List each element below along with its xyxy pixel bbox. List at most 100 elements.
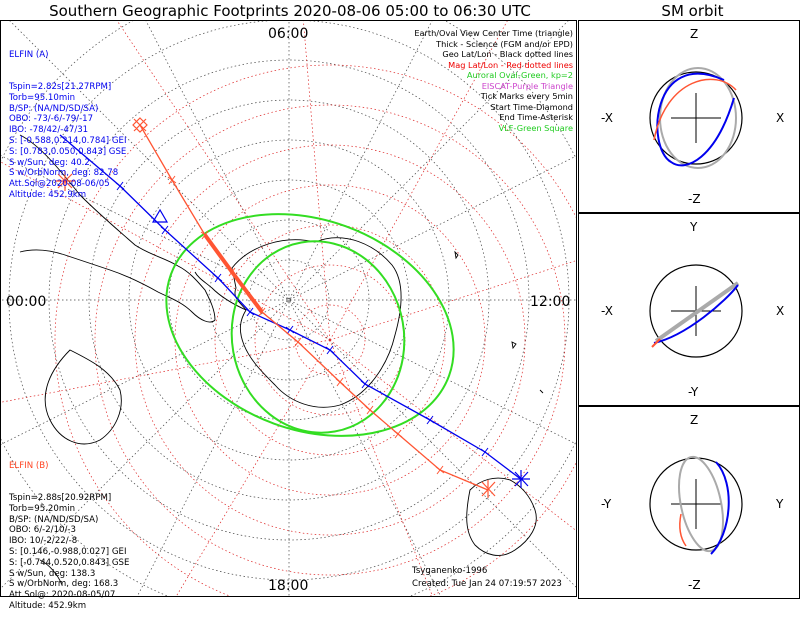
elfin-a-name: ELFIN (A) bbox=[9, 49, 49, 60]
elfin-a-line: Altitude: 452.9km bbox=[9, 189, 87, 200]
sm-axis-label-left: -X bbox=[601, 304, 613, 318]
sm-axis-label-bottom: -Z bbox=[688, 578, 701, 592]
elfin-b-start-diamond bbox=[132, 117, 148, 133]
elfin-b-line: Tspin=2.88s[20.92RPM] bbox=[9, 492, 112, 503]
elfin-b-line: Altitude: 452.9km bbox=[9, 600, 87, 611]
legend-entry: Thick - Science (FGM and/or EPD) bbox=[436, 38, 573, 49]
sm-panel-3: Z -Z -Y Y bbox=[578, 406, 800, 599]
sm-panel-1: Z -Z -X X bbox=[578, 20, 800, 213]
elfin-a-line: Torb=95.10min bbox=[9, 92, 76, 103]
elfin-b-line: Torb=95.20min bbox=[9, 503, 76, 514]
elfin-b-name: ELFIN (B) bbox=[9, 460, 49, 471]
elfin-b-line: IBO: 10/-2/22/-8 bbox=[9, 536, 78, 547]
sm-axis-label-top: Z bbox=[690, 413, 698, 427]
legend-entry: Geo Lat/Lon - Black dotted lines bbox=[442, 49, 573, 59]
elfin-b-line: S: [0.146,-0.988,0.027] GEI bbox=[9, 546, 127, 557]
earth-circle bbox=[649, 264, 743, 358]
legend-entry: Mag Lat/Lon - Red dotted lines bbox=[448, 59, 573, 70]
auroral-oval bbox=[165, 213, 455, 437]
elfin-b-line: B/SP: (NA/ND/SD/SA) bbox=[9, 514, 99, 525]
africa-outline bbox=[466, 477, 537, 556]
elfin-b-line: S w/Sun, deg: 138.3 bbox=[9, 568, 96, 579]
sm-axis-label-bottom: -Z bbox=[688, 192, 701, 206]
elfin-b-tick bbox=[435, 465, 445, 475]
elfin-a-tick bbox=[425, 415, 435, 425]
elfin-a-line: Att.Sol@2020-08-06/05 bbox=[9, 179, 110, 190]
legend-entry: End Time-Asterisk bbox=[499, 112, 573, 122]
elfin-b-tick bbox=[393, 429, 403, 439]
nz-outline bbox=[39, 559, 63, 586]
elfin-b-asterisk bbox=[55, 171, 75, 191]
sm-axis-label-bottom: -Y bbox=[688, 385, 699, 399]
elfin-b-line: S w/OrbNorm, deg: 168.3 bbox=[9, 579, 119, 590]
polar-footprint-map: 06:00 00:00 12:00 18:00 bbox=[0, 20, 577, 597]
orbit-b bbox=[654, 281, 740, 343]
legend-entry: EISCAT-Purple Triangle bbox=[481, 80, 573, 91]
legend-entry: VLF-Green Square bbox=[498, 122, 573, 133]
sm-axis-label-top: Z bbox=[690, 27, 698, 41]
legend-entry: Tick Marks every 5min bbox=[480, 91, 573, 101]
coastlines bbox=[19, 134, 544, 586]
elfin-a-tick bbox=[160, 225, 170, 235]
orbit-a bbox=[710, 461, 730, 555]
sm-axis-label-left: -Y bbox=[601, 497, 612, 511]
elfin-a-line: OBO: -73/-6/-79/-17 bbox=[9, 114, 94, 125]
orbit-a bbox=[656, 72, 735, 167]
orbit-a-science bbox=[679, 513, 687, 547]
elfin-a-tick bbox=[115, 181, 125, 191]
sm-axis-label-right: Y bbox=[775, 497, 784, 511]
elfin-a-line: S: [-0.588,0.214,0.784] GEI bbox=[9, 135, 127, 146]
elfin-a-line: S w/Sun, deg: 40.2 bbox=[9, 157, 90, 168]
footprint-tracks bbox=[55, 117, 530, 498]
elfin-a-line: S: [0.783,0.050,0.843] GSE bbox=[9, 146, 127, 157]
sm-panel-frame bbox=[578, 20, 800, 213]
elfin-b-line: Att.Sol@: 2020-08-05/07 bbox=[9, 590, 116, 601]
orbit-a-science bbox=[653, 78, 737, 141]
elfin-a-tick bbox=[285, 325, 295, 335]
sm-axis-label-top: Y bbox=[689, 220, 698, 234]
elfin-b-tick bbox=[335, 377, 345, 387]
hour-label-bottom: 18:00 bbox=[268, 578, 308, 594]
map-legend: Earth/Oval View Center Time (triangle) Th… bbox=[414, 28, 573, 133]
sm-orbit-title: SM orbit bbox=[661, 2, 724, 20]
elfin-a-info: ELFIN (A) Tspin=2.82s[21.27RPM] Torb=95.1… bbox=[9, 28, 127, 212]
elfin-a-tick bbox=[245, 307, 255, 317]
legend-entry: Start Time-Diamond bbox=[490, 101, 573, 112]
orbit-a-science bbox=[651, 338, 661, 348]
elfin-a-line: B/SP: (NA/ND/SD/SA) bbox=[9, 103, 99, 114]
elfin-b-end-asterisk bbox=[481, 480, 496, 498]
elfin-a-view-triangle bbox=[151, 208, 169, 223]
elfin-b-tick bbox=[257, 307, 267, 317]
sm-panel-frame bbox=[578, 213, 800, 406]
antarctica-outline bbox=[231, 237, 402, 408]
elfin-b-line: OBO: 6/-2/10/-3 bbox=[9, 525, 76, 536]
islands bbox=[454, 250, 544, 394]
elfin-b-tick bbox=[365, 405, 375, 415]
hour-label-top: 06:00 bbox=[268, 26, 308, 42]
orbit-a bbox=[653, 284, 739, 344]
created-timestamp: Created: Tue Jan 24 07:19:57 2023 bbox=[412, 579, 562, 589]
elfin-a-line: S w/OrbNorm, deg: 82.78 bbox=[9, 168, 119, 179]
australia-outline bbox=[44, 349, 122, 445]
legend-entry: Auroral Oval-Green, kp=2 bbox=[466, 70, 573, 80]
hour-label-right: 12:00 bbox=[530, 294, 570, 310]
elfin-a-tick bbox=[325, 345, 335, 355]
elfin-b-tick bbox=[227, 267, 237, 277]
elfin-a-tick bbox=[360, 379, 370, 389]
elfin-a-tick bbox=[480, 447, 490, 457]
elfin-b-tick bbox=[293, 337, 303, 347]
elfin-a-line: IBO: -78/42/-47/31 bbox=[9, 125, 89, 136]
sm-panel-frame bbox=[578, 406, 800, 599]
sm-panel-2: Y -Y -X X bbox=[578, 213, 800, 406]
sm-axis-label-right: X bbox=[776, 111, 784, 125]
earth-circle bbox=[649, 71, 743, 165]
model-credit: Tsyganenko-1996 bbox=[412, 566, 488, 576]
sm-axis-label-right: X bbox=[776, 304, 784, 318]
hour-label-left: 00:00 bbox=[6, 294, 46, 310]
elfin-b-tick bbox=[167, 175, 177, 185]
legend-entry: Earth/Oval View Center Time (triangle) bbox=[414, 28, 573, 38]
south-america-outline bbox=[19, 134, 216, 323]
elfin-b-info: ELFIN (B) Tspin=2.88s[20.92RPM] Torb=95.2… bbox=[9, 439, 129, 623]
map-title: Southern Geographic Footprints 2020-08-0… bbox=[49, 2, 531, 20]
geo-grid bbox=[1, 21, 576, 596]
